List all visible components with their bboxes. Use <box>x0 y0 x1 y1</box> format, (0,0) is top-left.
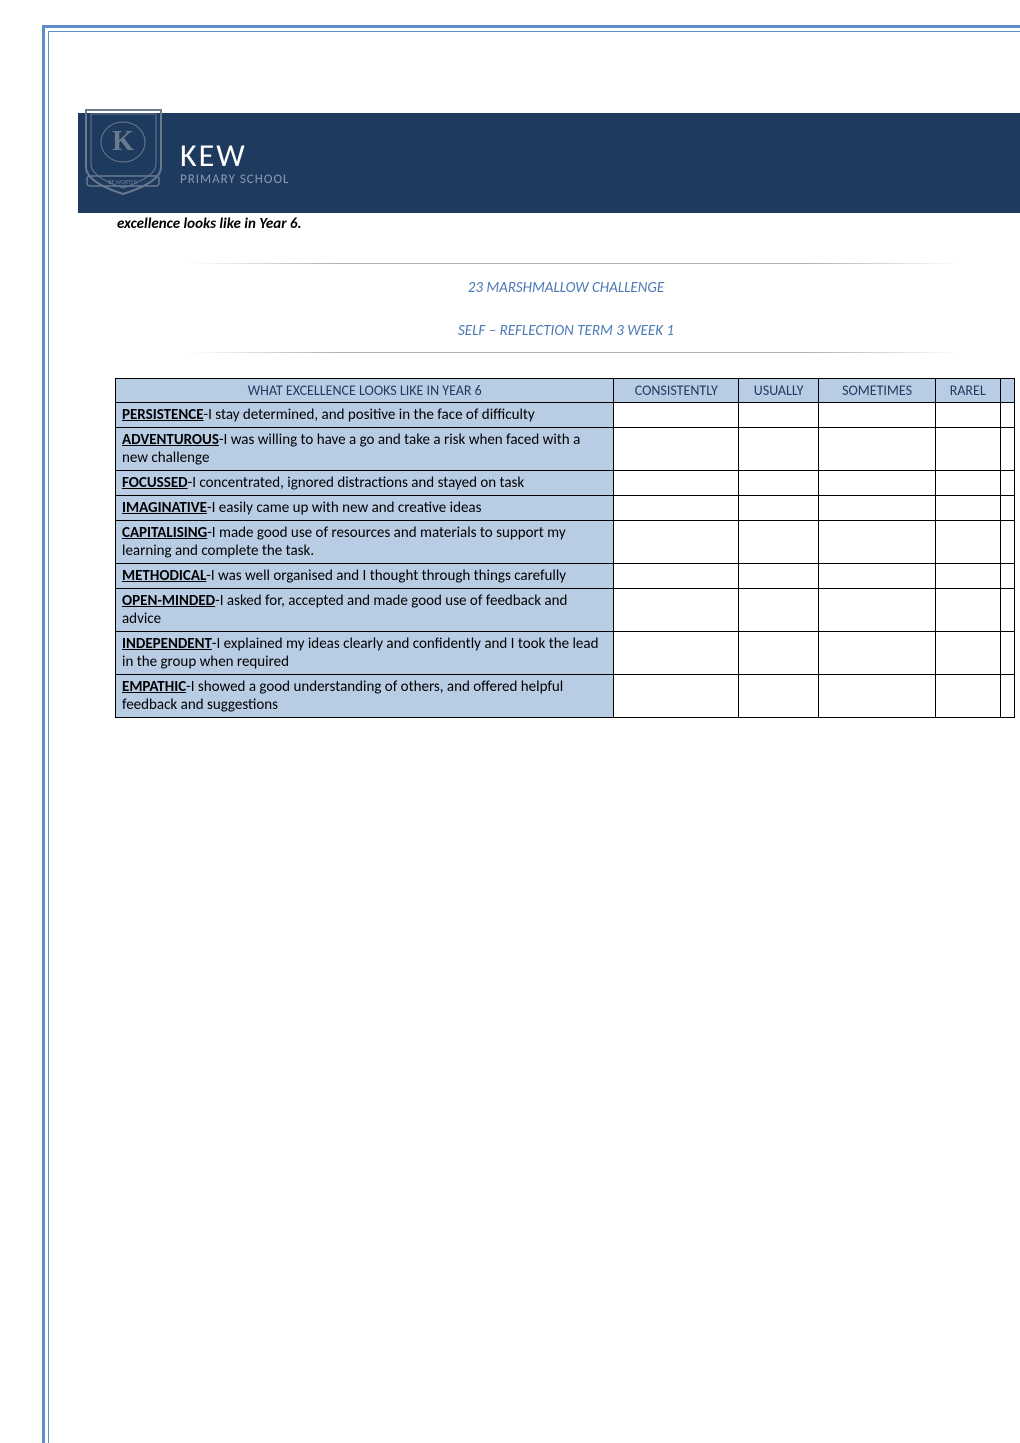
rating-cell[interactable] <box>739 428 819 471</box>
trait-description: METHODICAL-I was well organised and I th… <box>116 564 614 589</box>
rating-cell[interactable] <box>819 471 936 496</box>
table-body: PERSISTENCE-I stay determined, and posit… <box>116 403 1015 718</box>
trait-description: FOCUSSED-I concentrated, ignored distrac… <box>116 471 614 496</box>
logo-badge-icon: K BE WORTHY <box>81 102 166 197</box>
table-row: PERSISTENCE-I stay determined, and posit… <box>116 403 1015 428</box>
rating-cell[interactable] <box>819 589 936 632</box>
reflection-heading: SELF – REFLECTION TERM 3 WEEK 1 <box>117 322 1015 340</box>
trait-name: ADVENTUROUS <box>122 431 219 449</box>
trait-description: IMAGINATIVE-I easily came up with new an… <box>116 496 614 521</box>
rating-cell[interactable] <box>935 403 1000 428</box>
rating-cell[interactable] <box>1000 589 1015 632</box>
rating-cell[interactable] <box>614 632 739 675</box>
rating-cell[interactable] <box>819 521 936 564</box>
rating-cell[interactable] <box>935 496 1000 521</box>
rating-cell[interactable] <box>739 403 819 428</box>
table-row: IMAGINATIVE-I easily came up with new an… <box>116 496 1015 521</box>
rating-cell[interactable] <box>819 632 936 675</box>
rating-cell[interactable] <box>739 496 819 521</box>
rating-cell[interactable] <box>739 589 819 632</box>
trait-name: CAPITALISING <box>122 524 207 542</box>
rating-cell[interactable] <box>739 521 819 564</box>
reflection-table-container: WHAT EXCELLENCE LOOKS LIKE IN YEAR 6 CON… <box>115 378 1015 718</box>
rating-cell[interactable] <box>614 521 739 564</box>
rating-cell[interactable] <box>739 564 819 589</box>
rating-cell[interactable] <box>739 632 819 675</box>
table-row: OPEN-MINDED-I asked for, accepted and ma… <box>116 589 1015 632</box>
school-logo: K BE WORTHY <box>81 102 181 202</box>
rating-cell[interactable] <box>614 496 739 521</box>
trait-description: ADVENTUROUS-I was willing to have a go a… <box>116 428 614 471</box>
header-rarely: RAREL <box>935 379 1000 403</box>
rating-cell[interactable] <box>935 521 1000 564</box>
rating-cell[interactable] <box>739 675 819 718</box>
trait-description: INDEPENDENT-I explained my ideas clearly… <box>116 632 614 675</box>
trait-name: OPEN-MINDED <box>122 592 215 610</box>
rating-cell[interactable] <box>935 675 1000 718</box>
challenge-heading: 23 MARSHMALLOW CHALLENGE <box>117 279 1015 297</box>
table-row: CAPITALISING-I made good use of resource… <box>116 521 1015 564</box>
rating-cell[interactable] <box>935 589 1000 632</box>
table-row: INDEPENDENT-I explained my ideas clearly… <box>116 632 1015 675</box>
rating-cell[interactable] <box>614 564 739 589</box>
rating-cell[interactable] <box>935 632 1000 675</box>
reflection-table: WHAT EXCELLENCE LOOKS LIKE IN YEAR 6 CON… <box>115 378 1015 718</box>
rating-cell[interactable] <box>819 403 936 428</box>
rating-cell[interactable] <box>614 589 739 632</box>
trait-description: OPEN-MINDED-I asked for, accepted and ma… <box>116 589 614 632</box>
rating-cell[interactable] <box>1000 521 1015 564</box>
trait-description: EMPATHIC-I showed a good understanding o… <box>116 675 614 718</box>
header-sometimes: SOMETIMES <box>819 379 936 403</box>
table-row: EMPATHIC-I showed a good understanding o… <box>116 675 1015 718</box>
trait-description: PERSISTENCE-I stay determined, and posit… <box>116 403 614 428</box>
table-row: ADVENTUROUS-I was willing to have a go a… <box>116 428 1015 471</box>
header-usually: USUALLY <box>739 379 819 403</box>
rating-cell[interactable] <box>614 471 739 496</box>
logo-name: KEW <box>180 140 290 172</box>
divider-top <box>187 263 960 264</box>
trait-name: METHODICAL <box>122 567 206 585</box>
rating-cell[interactable] <box>819 496 936 521</box>
content-area: excellence looks like in Year 6. 23 MARS… <box>117 215 1015 718</box>
rating-cell[interactable] <box>1000 428 1015 471</box>
rating-cell[interactable] <box>1000 675 1015 718</box>
divider-bottom <box>187 352 960 353</box>
logo-subtitle: PRIMARY SCHOOL <box>180 172 290 187</box>
rating-cell[interactable] <box>1000 471 1015 496</box>
header-extra <box>1000 379 1015 403</box>
header-excellence: WHAT EXCELLENCE LOOKS LIKE IN YEAR 6 <box>116 379 614 403</box>
trait-name: FOCUSSED <box>122 474 188 492</box>
rating-cell[interactable] <box>739 471 819 496</box>
trait-description: CAPITALISING-I made good use of resource… <box>116 521 614 564</box>
table-row: METHODICAL-I was well organised and I th… <box>116 564 1015 589</box>
table-row: FOCUSSED-I concentrated, ignored distrac… <box>116 471 1015 496</box>
svg-text:K: K <box>112 126 134 157</box>
rating-cell[interactable] <box>935 471 1000 496</box>
rating-cell[interactable] <box>935 428 1000 471</box>
rating-cell[interactable] <box>614 403 739 428</box>
trait-name: PERSISTENCE <box>122 406 204 424</box>
logo-text: KEW PRIMARY SCHOOL <box>180 140 290 187</box>
page-subtitle: excellence looks like in Year 6. <box>117 215 1015 233</box>
rating-cell[interactable] <box>1000 632 1015 675</box>
rating-cell[interactable] <box>614 675 739 718</box>
rating-cell[interactable] <box>819 675 936 718</box>
svg-text:BE WORTHY: BE WORTHY <box>108 178 138 186</box>
header-consistently: CONSISTENTLY <box>614 379 739 403</box>
table-header-row: WHAT EXCELLENCE LOOKS LIKE IN YEAR 6 CON… <box>116 379 1015 403</box>
rating-cell[interactable] <box>819 428 936 471</box>
rating-cell[interactable] <box>935 564 1000 589</box>
rating-cell[interactable] <box>1000 496 1015 521</box>
rating-cell[interactable] <box>819 564 936 589</box>
trait-name: IMAGINATIVE <box>122 499 207 517</box>
trait-name: EMPATHIC <box>122 678 186 696</box>
trait-name: INDEPENDENT <box>122 635 212 653</box>
rating-cell[interactable] <box>614 428 739 471</box>
rating-cell[interactable] <box>1000 564 1015 589</box>
rating-cell[interactable] <box>1000 403 1015 428</box>
